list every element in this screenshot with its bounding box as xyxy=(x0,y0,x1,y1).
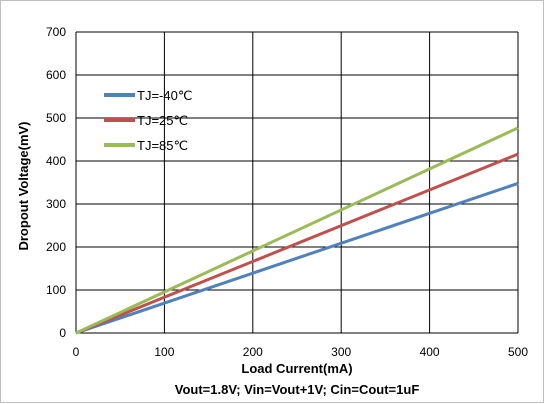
x-axis-ticks: 0 100 200 300 400 500 xyxy=(73,345,529,359)
x-tick-label: 300 xyxy=(331,345,351,359)
y-tick-label: 700 xyxy=(46,25,66,39)
x-axis-title: Load Current(mA) xyxy=(241,361,352,376)
y-tick-label: 200 xyxy=(46,240,66,254)
x-tick-label: 0 xyxy=(73,345,80,359)
y-tick-label: 500 xyxy=(46,111,66,125)
legend-label-3: TJ=85℃ xyxy=(137,138,188,153)
x-tick-label: 200 xyxy=(243,345,263,359)
series-line-2 xyxy=(75,152,519,335)
grid xyxy=(75,31,519,334)
series-lines xyxy=(75,126,519,335)
legend: TJ=-40℃ TJ=25℃ TJ=85℃ xyxy=(104,88,192,153)
series-line-1 xyxy=(75,181,519,335)
y-tick-label: 400 xyxy=(46,154,66,168)
x-tick-label: 400 xyxy=(420,345,440,359)
y-tick-label: 100 xyxy=(46,283,66,297)
y-tick-label: 300 xyxy=(46,197,66,211)
y-axis-title: Dropout Voltage(mV) xyxy=(16,121,31,250)
x-tick-label: 500 xyxy=(508,345,528,359)
x-tick-label: 100 xyxy=(154,345,174,359)
y-axis-ticks: 0 100 200 300 400 500 600 700 xyxy=(46,25,66,340)
legend-label-1: TJ=-40℃ xyxy=(137,88,192,103)
series-line-3 xyxy=(75,126,519,335)
y-tick-label: 600 xyxy=(46,68,66,82)
chart-footnote: Vout=1.8V; Vin=Vout+1V; Cin=Cout=1uF xyxy=(175,382,420,397)
legend-label-2: TJ=25℃ xyxy=(137,113,188,128)
y-tick-label: 0 xyxy=(59,326,66,340)
